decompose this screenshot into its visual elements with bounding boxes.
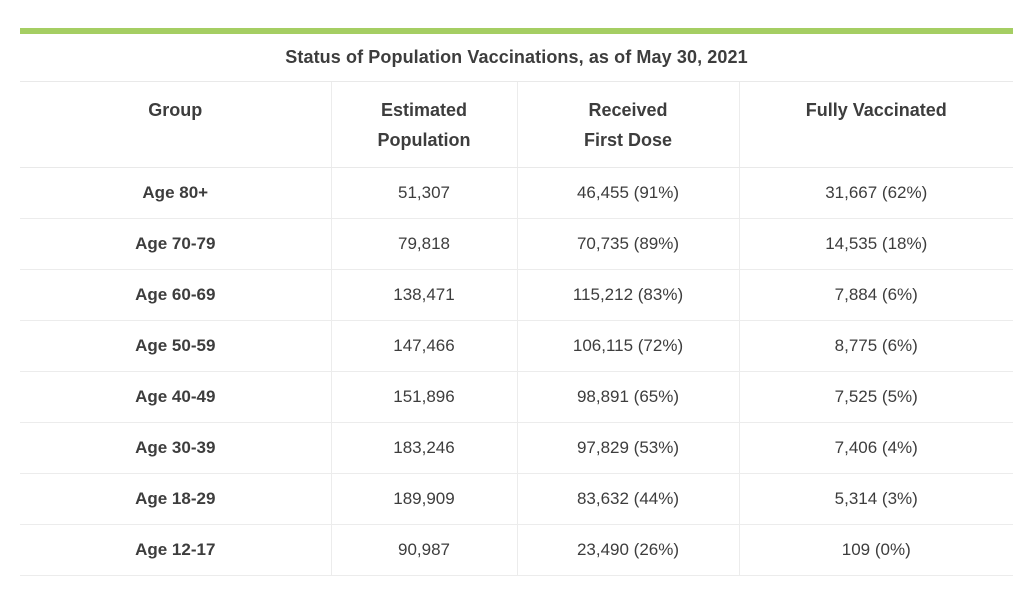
table-row-age-60-69: Age 60-69 138,471 115,212 (83%) 7,884 (6… [20, 269, 1013, 321]
cell-fully-vaccinated: 31,667 (62%) [739, 167, 1013, 219]
cell-estimated-population: 189,909 [331, 473, 518, 525]
cell-group: Age 30-39 [20, 422, 332, 474]
cell-fully-vaccinated: 7,406 (4%) [739, 422, 1013, 474]
cell-estimated-population: 183,246 [331, 422, 518, 474]
table-row-age-40-49: Age 40-49 151,896 98,891 (65%) 7,525 (5%… [20, 371, 1013, 423]
accent-bar [20, 28, 1013, 34]
table-row-age-80plus: Age 80+ 51,307 46,455 (91%) 31,667 (62%) [20, 167, 1013, 219]
cell-group: Age 12-17 [20, 524, 332, 576]
cell-received-first-dose: 70,735 (89%) [517, 218, 740, 270]
column-header-estimated-population-line1: Estimated [380, 100, 468, 120]
cell-group: Age 70-79 [20, 218, 332, 270]
cell-fully-vaccinated: 7,884 (6%) [739, 269, 1013, 321]
table-row-age-18-29: Age 18-29 189,909 83,632 (44%) 5,314 (3%… [20, 473, 1013, 525]
cell-group: Age 18-29 [20, 473, 332, 525]
cell-estimated-population: 51,307 [331, 167, 518, 219]
column-header-received-first-dose-line2: First Dose [583, 130, 673, 150]
cell-estimated-population: 138,471 [331, 269, 518, 321]
vaccination-status-card: Status of Population Vaccinations, as of… [20, 28, 1013, 576]
cell-fully-vaccinated: 8,775 (6%) [739, 320, 1013, 372]
cell-received-first-dose: 106,115 (72%) [517, 320, 740, 372]
column-header-received-first-dose-line1: Received [588, 100, 668, 120]
table-row-age-12-17: Age 12-17 90,987 23,490 (26%) 109 (0%) [20, 524, 1013, 576]
cell-group: Age 80+ [20, 167, 332, 219]
column-header-group: Group [20, 82, 332, 168]
cell-received-first-dose: 83,632 (44%) [517, 473, 740, 525]
table-row-age-50-59: Age 50-59 147,466 106,115 (72%) 8,775 (6… [20, 320, 1013, 372]
cell-estimated-population: 151,896 [331, 371, 518, 423]
cell-group: Age 60-69 [20, 269, 332, 321]
cell-received-first-dose: 98,891 (65%) [517, 371, 740, 423]
cell-fully-vaccinated: 7,525 (5%) [739, 371, 1013, 423]
column-header-estimated-population-line2: Population [377, 130, 471, 150]
cell-received-first-dose: 23,490 (26%) [517, 524, 740, 576]
column-header-fully-vaccinated: Fully Vaccinated [739, 82, 1013, 168]
cell-received-first-dose: 115,212 (83%) [517, 269, 740, 321]
vaccination-table: Group Estimated Population Received Firs… [20, 82, 1013, 576]
cell-estimated-population: 90,987 [331, 524, 518, 576]
header-row: Group Estimated Population Received Firs… [20, 82, 1013, 168]
column-header-estimated-population: Estimated Population [331, 82, 518, 168]
cell-estimated-population: 79,818 [331, 218, 518, 270]
cell-received-first-dose: 46,455 (91%) [517, 167, 740, 219]
cell-received-first-dose: 97,829 (53%) [517, 422, 740, 474]
table-row-age-70-79: Age 70-79 79,818 70,735 (89%) 14,535 (18… [20, 218, 1013, 270]
cell-fully-vaccinated: 109 (0%) [739, 524, 1013, 576]
cell-group: Age 40-49 [20, 371, 332, 423]
cell-group: Age 50-59 [20, 320, 332, 372]
column-header-group-label: Group [148, 100, 203, 120]
cell-fully-vaccinated: 5,314 (3%) [739, 473, 1013, 525]
cell-estimated-population: 147,466 [331, 320, 518, 372]
column-header-received-first-dose: Received First Dose [517, 82, 740, 168]
table-row-age-30-39: Age 30-39 183,246 97,829 (53%) 7,406 (4%… [20, 422, 1013, 474]
column-header-fully-vaccinated-label: Fully Vaccinated [805, 100, 947, 120]
cell-fully-vaccinated: 14,535 (18%) [739, 218, 1013, 270]
table-title: Status of Population Vaccinations, as of… [20, 34, 1013, 82]
